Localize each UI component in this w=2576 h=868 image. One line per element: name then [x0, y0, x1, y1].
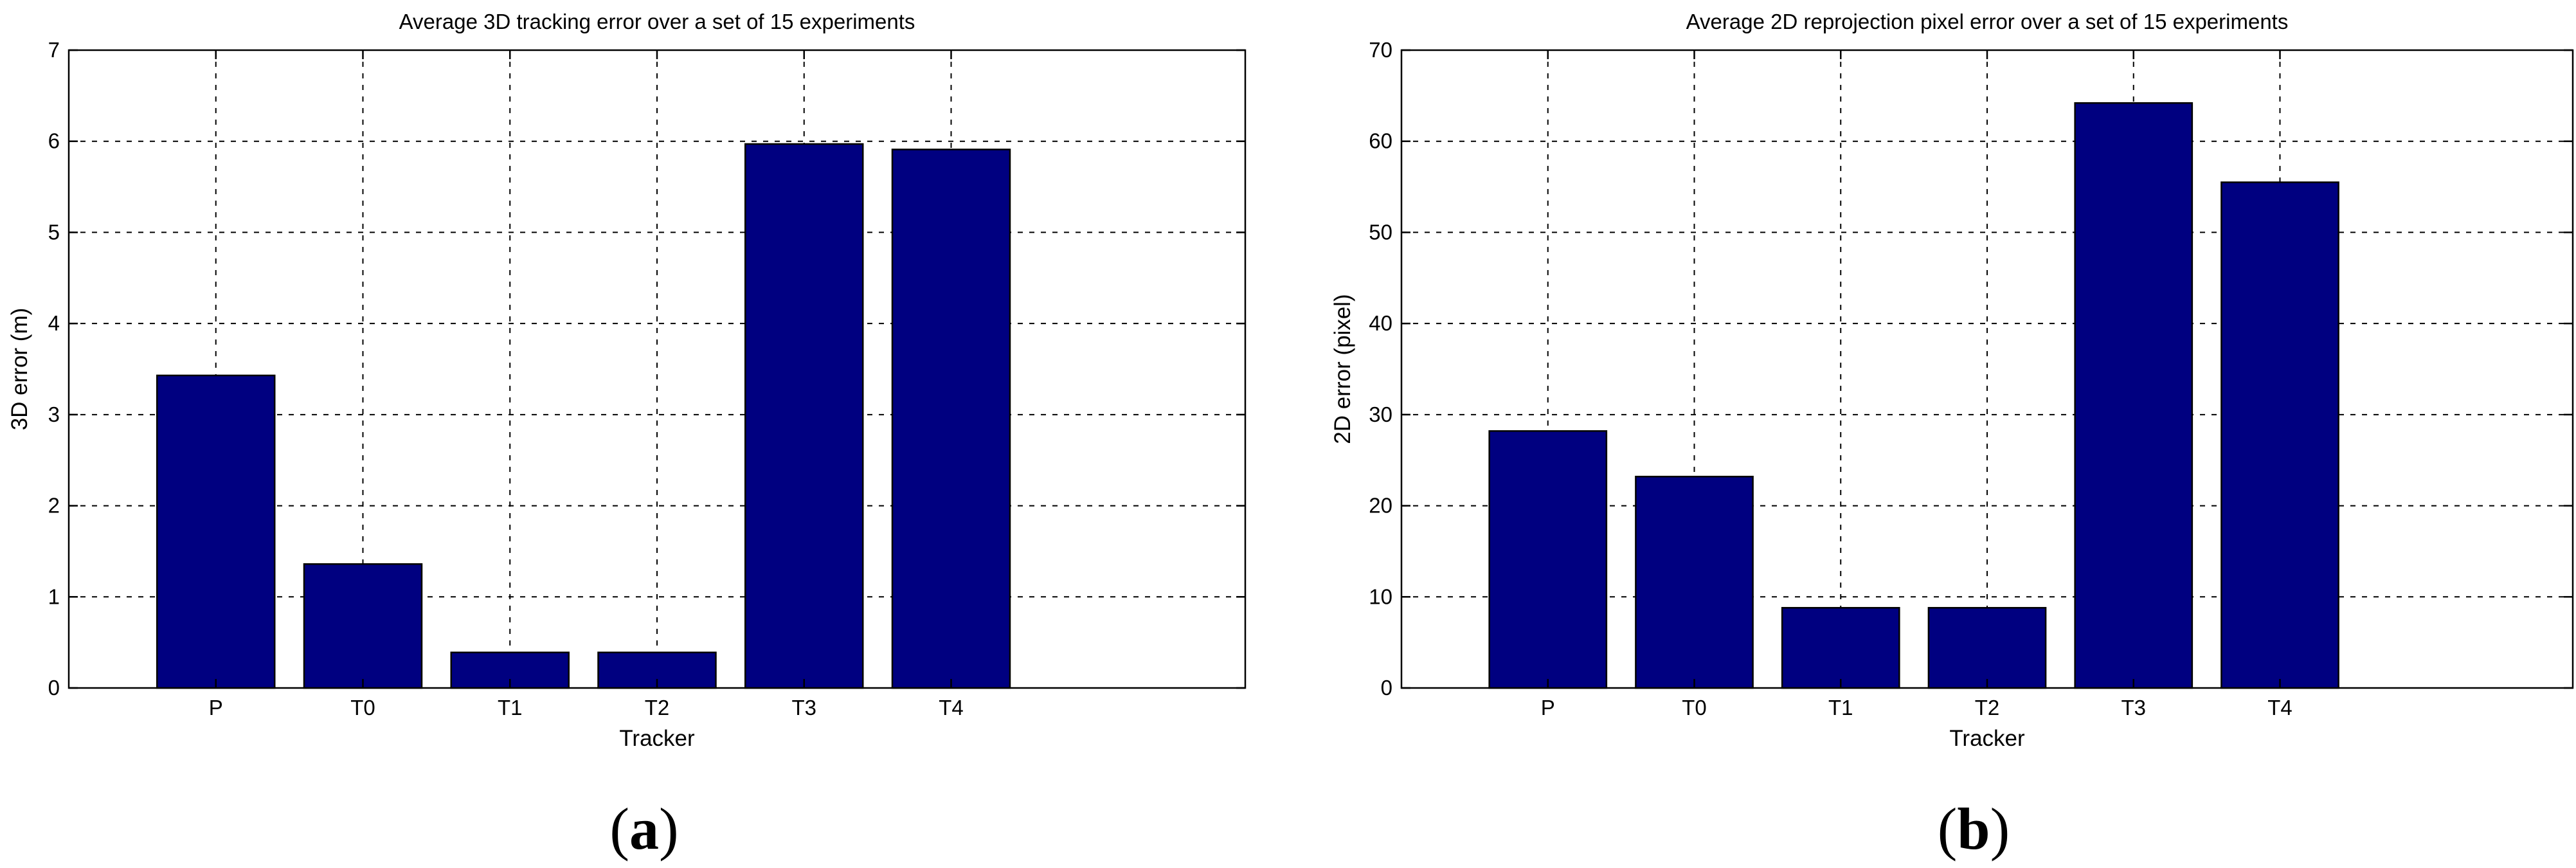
y-tick-label: 6 — [48, 129, 60, 153]
chart-b: 0 10 20 30 40 50 60 70 P T0 T1 T2 T3 T4 Average 2D r… — [1330, 10, 2574, 862]
x-tick-label: P — [209, 696, 223, 719]
y-tick-label: 0 — [1381, 676, 1392, 700]
y-axis-label: 3D error (m) — [7, 308, 32, 431]
x-tick-label: T4 — [939, 696, 964, 719]
y-tick-label: 30 — [1369, 402, 1392, 426]
bar-T0 — [303, 563, 423, 689]
y-tick-label: 3 — [48, 402, 60, 426]
bar-T4 — [891, 149, 1011, 689]
y-tick-label: 10 — [1369, 584, 1392, 608]
panel-label-b: (b) — [1938, 796, 2010, 862]
chart-title: Average 3D tracking error over a set of … — [399, 10, 915, 33]
y-tick-label: 5 — [48, 220, 60, 244]
bar-T3 — [744, 143, 864, 689]
x-ticks: P T0 T1 T2 T3 T4 — [1541, 50, 2292, 719]
chart-a: 0 1 2 3 4 5 6 7 P T0 T1 T2 T3 T4 Average 3D tracking… — [7, 10, 1247, 862]
bar-T1 — [1781, 607, 1900, 689]
x-tick-label: T2 — [1975, 696, 2000, 719]
x-tick-label: T1 — [1828, 696, 1853, 719]
bar-T2 — [1927, 607, 2047, 689]
y-ticks: 0 1 2 3 4 5 6 7 — [48, 38, 1245, 700]
y-tick-label: 1 — [48, 584, 60, 608]
bar-T4 — [2220, 181, 2339, 689]
bar-P — [156, 374, 276, 689]
y-ticks: 0 10 20 30 40 50 60 70 — [1369, 38, 2573, 700]
y-tick-label: 70 — [1369, 38, 1392, 62]
bar-T0 — [1635, 475, 1754, 689]
y-tick-label: 60 — [1369, 129, 1392, 153]
bar-P — [1488, 430, 1608, 689]
y-tick-label: 2 — [48, 494, 60, 518]
bar-T3 — [2074, 102, 2193, 689]
y-tick-label: 50 — [1369, 220, 1392, 244]
chart-title: Average 2D reprojection pixel error over… — [1686, 10, 2289, 33]
x-tick-label: T0 — [1682, 696, 1707, 719]
y-tick-label: 7 — [48, 38, 60, 62]
panel-label-a: (a) — [609, 796, 678, 862]
x-tick-label: P — [1541, 696, 1555, 719]
y-axis-label: 2D error (pixel) — [1330, 294, 1355, 444]
x-axis-label: Tracker — [1949, 726, 2025, 751]
bars — [1488, 102, 2339, 689]
x-tick-label: T1 — [498, 696, 523, 719]
x-ticks: P T0 T1 T2 T3 T4 — [209, 50, 964, 719]
x-tick-label: T3 — [2121, 696, 2146, 719]
y-tick-label: 20 — [1369, 494, 1392, 518]
y-tick-label: 40 — [1369, 311, 1392, 335]
x-tick-label: T4 — [2267, 696, 2292, 719]
x-tick-label: T0 — [350, 696, 375, 719]
y-tick-label: 0 — [48, 676, 60, 700]
x-tick-label: T2 — [645, 696, 670, 719]
y-tick-label: 4 — [48, 311, 60, 335]
bars — [156, 143, 1011, 689]
x-axis-label: Tracker — [619, 726, 695, 751]
x-tick-label: T3 — [791, 696, 816, 719]
